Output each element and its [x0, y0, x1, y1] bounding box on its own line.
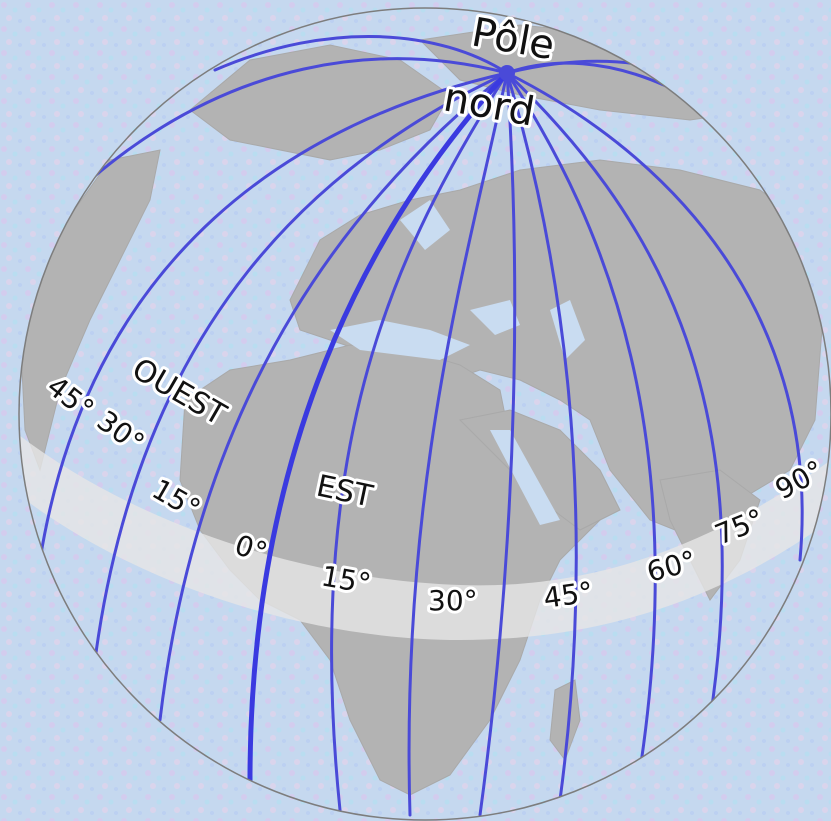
north-pole-point	[499, 65, 515, 81]
prime-meridian	[247, 70, 510, 783]
meridian-line	[213, 35, 509, 75]
meridian-line	[38, 71, 509, 562]
inland-seas	[330, 200, 585, 525]
meridian-line	[88, 57, 509, 182]
meridian-line	[505, 71, 724, 722]
meridian-line	[505, 71, 804, 562]
meridian-line	[478, 71, 517, 817]
meridian-line	[505, 71, 657, 772]
meridian-line	[93, 71, 509, 662]
meridian-line	[407, 71, 509, 817]
equator-band	[19, 420, 831, 640]
meridian-label-e45: 45°	[541, 575, 595, 615]
meridian-label-e30: 30°	[428, 584, 478, 617]
meridian-line	[505, 71, 578, 802]
globe	[19, 8, 831, 820]
meridian-line	[158, 71, 509, 722]
globe-outline	[18, 7, 831, 821]
meridian-line	[330, 71, 509, 812]
